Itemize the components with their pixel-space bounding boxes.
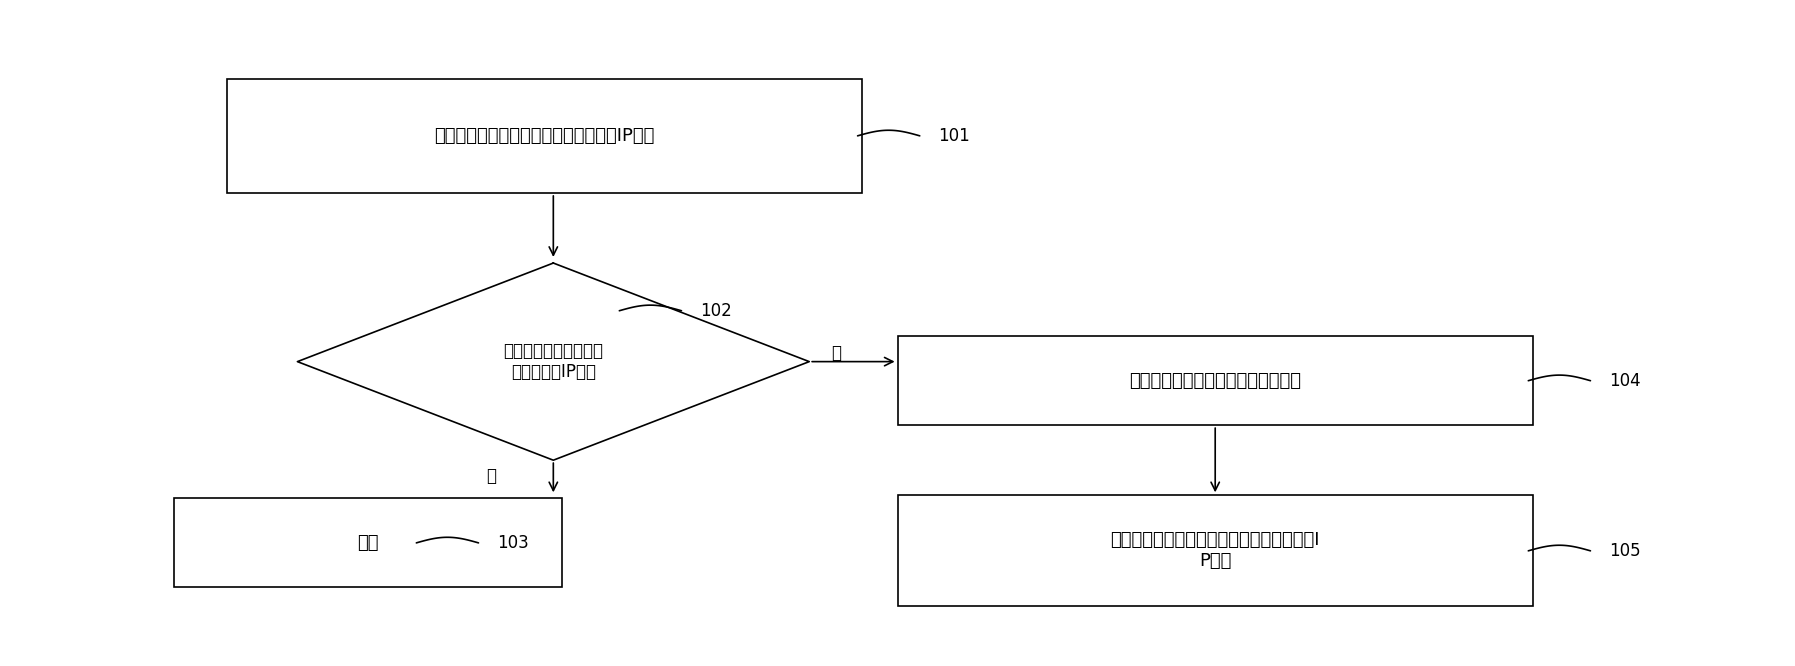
Text: 103: 103	[497, 534, 528, 552]
Text: 101: 101	[939, 127, 969, 145]
Text: 是: 是	[486, 467, 497, 485]
Text: 从应用缓存中查询目标域名对应的目标IP地址: 从应用缓存中查询目标域名对应的目标IP地址	[434, 127, 655, 145]
Text: 105: 105	[1608, 542, 1641, 560]
FancyBboxPatch shape	[898, 496, 1533, 607]
FancyBboxPatch shape	[226, 79, 862, 193]
Text: 向域名解析服务器发送域名解析请求: 向域名解析服务器发送域名解析请求	[1129, 372, 1301, 390]
Text: 104: 104	[1608, 372, 1641, 390]
Text: 否: 否	[831, 344, 840, 362]
FancyBboxPatch shape	[174, 498, 562, 587]
Text: 确定从应用缓存中是否
查询到目标IP地址: 确定从应用缓存中是否 查询到目标IP地址	[503, 342, 603, 381]
Polygon shape	[298, 263, 810, 460]
Text: 从域名解析服务器获取目标域名对应的目标I
P地址: 从域名解析服务器获取目标域名对应的目标I P地址	[1111, 531, 1319, 570]
FancyBboxPatch shape	[898, 336, 1533, 425]
Text: 结束: 结束	[357, 534, 379, 552]
Text: 102: 102	[700, 302, 732, 320]
